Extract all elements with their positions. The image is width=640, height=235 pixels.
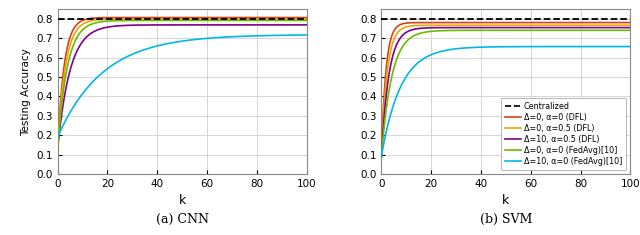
X-axis label: k: k (502, 194, 509, 207)
X-axis label: k: k (179, 194, 186, 207)
Legend: Centralized, Δ=0, α=0 (DFL), Δ=0, α=0.5 (DFL), Δ=10, α=0.5 (DFL), Δ=0, α=0 (FedA: Centralized, Δ=0, α=0 (DFL), Δ=0, α=0.5 … (500, 98, 627, 170)
Text: (a) CNN: (a) CNN (156, 213, 209, 226)
Y-axis label: Testing Accuracy: Testing Accuracy (20, 48, 31, 136)
Text: (b) SVM: (b) SVM (480, 213, 532, 226)
